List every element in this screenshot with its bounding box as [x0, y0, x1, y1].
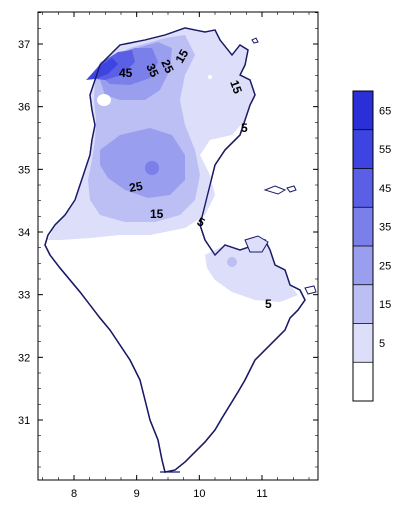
contour-label: 15 — [150, 207, 164, 221]
legend-swatch — [353, 284, 373, 324]
x-tick-label: 8 — [71, 488, 77, 500]
spot-center — [145, 161, 159, 175]
y-tick-label: 36 — [18, 102, 30, 114]
x-tick-label: 11 — [256, 488, 267, 500]
contour-label: 5 — [241, 121, 248, 135]
legend-label: 35 — [379, 222, 391, 234]
y-tick-label: 33 — [18, 290, 30, 302]
country-border — [44, 27, 306, 473]
island-djerba — [244, 235, 269, 253]
legend-swatch — [353, 168, 373, 208]
x-tick-label: 9 — [134, 488, 140, 500]
island-south-coast — [304, 285, 317, 295]
contour-labels: 45 35 25 15 15 5 25 15 5 5 — [119, 47, 272, 311]
legend: 65 55 45 35 25 15 5 — [352, 90, 391, 402]
white-spot-north — [208, 75, 212, 79]
y-tick-label: 31 — [18, 415, 30, 427]
island-north — [251, 37, 259, 44]
band-25-35-center — [100, 128, 185, 198]
legend-label: 55 — [379, 144, 391, 156]
map-area — [44, 27, 317, 473]
contour-label: 25 — [158, 57, 176, 75]
island-kerkennah-1 — [263, 185, 287, 195]
legend-label: 5 — [379, 338, 385, 350]
x-axis: 8 9 10 11 — [42, 12, 310, 500]
legend-label: 25 — [379, 260, 391, 272]
contour-label: 5 — [265, 297, 272, 311]
y-axis: 37 36 35 34 33 32 31 — [18, 12, 318, 468]
legend-label: 65 — [379, 105, 391, 117]
legend-swatch — [353, 362, 373, 401]
legend-swatch — [353, 246, 373, 285]
band-south — [205, 240, 298, 302]
island-kerkennah-2 — [286, 185, 297, 193]
contour-label: 15 — [172, 47, 191, 66]
contour-label: 35 — [143, 61, 161, 79]
contour-label: 45 — [119, 66, 133, 80]
y-tick-label: 37 — [18, 39, 30, 51]
y-tick-label: 34 — [18, 227, 30, 239]
x-tick-label: 10 — [193, 488, 205, 500]
white-spot-west — [97, 94, 111, 106]
legend-label: 45 — [379, 183, 391, 195]
spot-south — [227, 257, 237, 267]
legend-swatch — [353, 129, 373, 169]
contour-label: 15 — [227, 78, 245, 96]
y-tick-label: 32 — [18, 352, 30, 364]
legend-label: 15 — [379, 299, 391, 311]
legend-swatch — [353, 323, 373, 363]
legend-swatch — [353, 91, 373, 130]
y-tick-label: 35 — [18, 164, 30, 176]
band-55-65 — [86, 58, 118, 80]
contour-label: 25 — [128, 179, 144, 195]
legend-swatch — [353, 207, 373, 246]
